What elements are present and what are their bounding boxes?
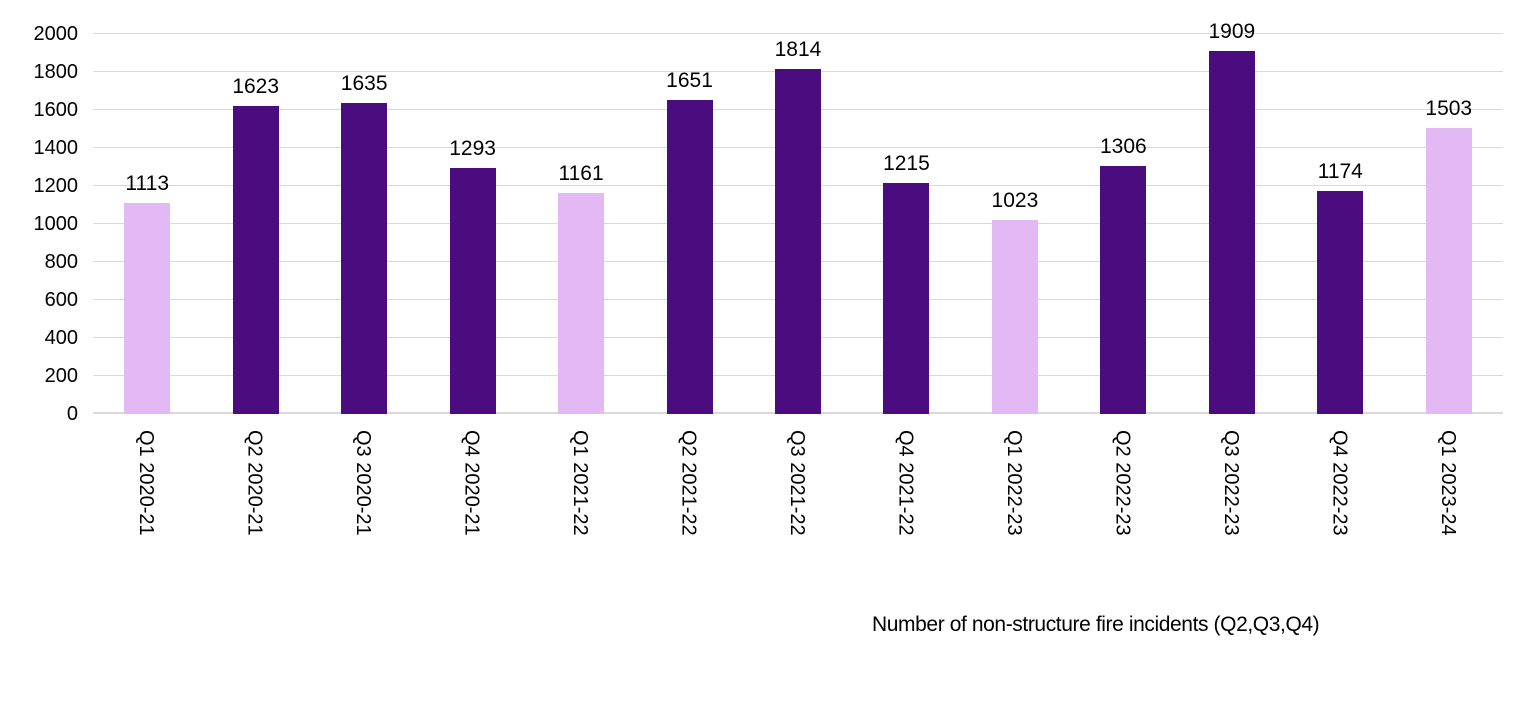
x-axis-tick-label: Q2 2021-22: [677, 430, 700, 536]
x-axis-tick-label: Q1 2020-21: [135, 430, 158, 536]
y-axis-tick-label: 1600: [33, 99, 79, 121]
bar: [1317, 190, 1364, 414]
bar-value-label: 1503: [1425, 97, 1473, 121]
x-axis-tick-label: Q3 2022-23: [1219, 430, 1242, 536]
bar-slot: 1814: [744, 34, 852, 414]
bar-slot: 1635: [310, 34, 418, 414]
x-axis-tick-label: Q2 2020-21: [243, 430, 266, 536]
bar-slot: 1651: [635, 34, 743, 414]
x-axis-tick-label: Q1 2021-22: [569, 430, 592, 536]
y-axis-tick-label: 800: [44, 251, 78, 273]
x-axis-tick-label: Q1 2023-24: [1436, 430, 1459, 536]
bar-slot: 1161: [527, 34, 635, 414]
bar-value-label: 1651: [666, 69, 713, 93]
y-axis-tick-label: 1000: [33, 213, 79, 235]
y-axis-tick-label: 400: [44, 327, 78, 349]
bar-slot: 1215: [852, 34, 960, 414]
bar-value-label: 1023: [991, 188, 1039, 212]
x-axis-tick-label: Q4 2020-21: [460, 430, 483, 536]
bar: [774, 69, 821, 414]
bar: [449, 168, 496, 414]
bar-value-label: 1635: [340, 72, 388, 96]
bar: [991, 219, 1038, 414]
x-axis-tick-label: Q2 2022-23: [1111, 430, 1134, 536]
y-axis-tick-label: 1800: [33, 61, 79, 83]
bar: [883, 183, 930, 414]
bar: [341, 103, 388, 414]
bar-slot: 1293: [418, 34, 526, 414]
chart-title: Number of non-structure fire incidents (…: [872, 613, 1320, 636]
x-axis-tick-label: Q3 2021-22: [786, 430, 808, 536]
plot-area: 1113 1623 1635 1293 1161 1651 1814 1215 1023 1306…: [93, 21, 1503, 414]
y-axis-tick-label: 2000: [33, 23, 79, 45]
bar: [1425, 128, 1472, 414]
bar: [1208, 51, 1255, 414]
bar-value-label: 1174: [1317, 159, 1363, 183]
y-axis-tick-label: 200: [44, 365, 78, 387]
bar: [124, 202, 171, 414]
x-axis-tick-label: Q4 2022-23: [1328, 430, 1351, 536]
gridline: [93, 33, 1503, 34]
y-axis-tick-label: 0: [66, 403, 78, 425]
bar-slot: 1113: [93, 34, 201, 414]
bar: [232, 105, 279, 414]
x-axis-tick-label: Q3 2020-21: [352, 430, 375, 536]
y-axis-tick-label: 1400: [33, 137, 79, 159]
bar-slot: 1909: [1178, 21, 1286, 414]
y-axis-tick-label: 600: [44, 289, 78, 311]
y-axis-tick-label: 1200: [33, 175, 79, 197]
bar-value-label: 1215: [883, 152, 930, 176]
bar-value-label: 1909: [1208, 20, 1256, 44]
bar-slot: 1174: [1286, 34, 1394, 414]
bar-value-label: 1623: [232, 74, 280, 98]
bar: [1100, 165, 1147, 414]
bar-slot: 1503: [1395, 34, 1503, 414]
bar-value-label: 1161: [558, 162, 604, 186]
bar-slot: 1023: [961, 34, 1069, 414]
bar-slot: 1306: [1069, 34, 1177, 414]
x-axis-tick-label: Q4 2021-22: [894, 430, 917, 536]
x-axis-tick-label: Q1 2022-23: [1002, 430, 1025, 536]
bar-value-label: 1113: [125, 171, 170, 195]
bar-slot: 1623: [201, 34, 309, 414]
bar: [558, 193, 605, 414]
bar: [666, 100, 713, 414]
bar-value-label: 1293: [449, 137, 496, 161]
bar-value-label: 1814: [774, 38, 822, 62]
bar-value-label: 1306: [1100, 134, 1147, 158]
